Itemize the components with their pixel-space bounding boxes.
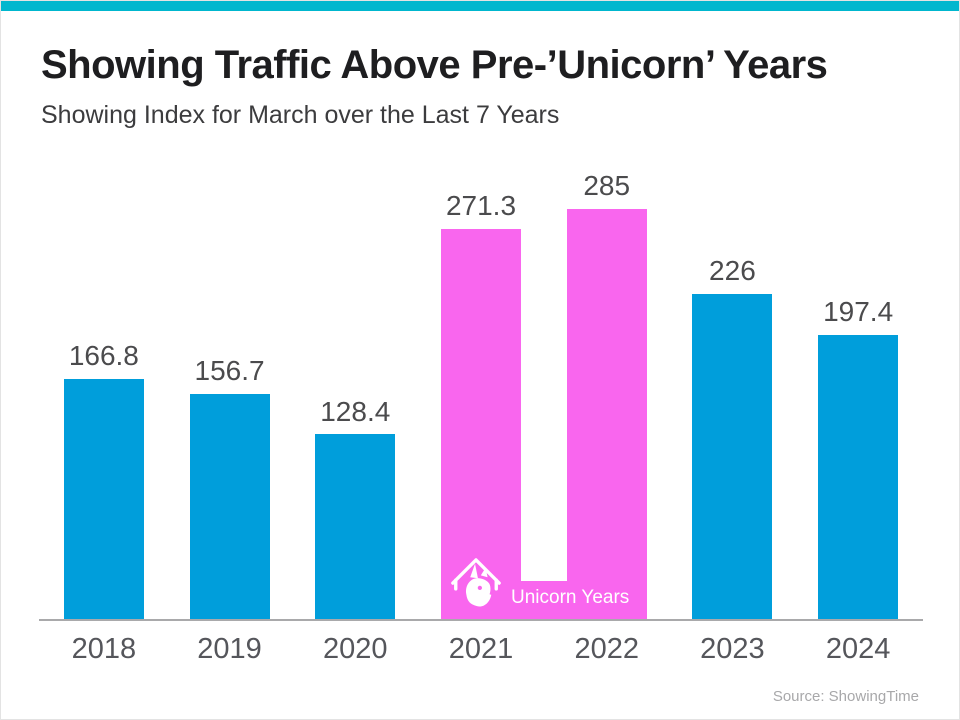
source-credit: Source: ShowingTime	[772, 688, 919, 705]
bar-column-2020: 128.4	[292, 395, 418, 619]
bar-value-label-2021: 271.3	[445, 189, 517, 221]
top-accent-bar	[1, 1, 959, 11]
bar-value-label-2019: 156.7	[194, 354, 265, 386]
bar-2018	[63, 379, 144, 619]
bar-2019	[189, 393, 270, 619]
x-axis-label-2023: 2023	[700, 633, 765, 665]
bar-column-2019: 156.7	[167, 354, 293, 619]
bar-value-label-2022: 285	[583, 170, 631, 202]
unicorn-years-band: Unicorn Years	[441, 558, 647, 619]
x-axis-label-2021: 2021	[448, 633, 514, 665]
bar-column-2024: 197.4	[795, 296, 921, 619]
x-axis-label-2019: 2019	[197, 633, 262, 665]
bar-2024	[818, 335, 899, 619]
bar-2021	[440, 228, 521, 619]
bar-value-label-2020: 128.4	[320, 395, 391, 427]
unicorn-years-label: Unicorn Years	[511, 587, 630, 608]
unicorn-house-icon	[451, 558, 501, 607]
x-axis-line	[39, 619, 923, 621]
x-axis-label-2024: 2024	[825, 633, 891, 665]
bar-2020	[315, 434, 396, 619]
bar-value-label-2024: 197.4	[823, 296, 894, 328]
page-title: Showing Traffic Above Pre-’Unicorn’ Year…	[41, 43, 828, 87]
bar-2023	[692, 293, 773, 619]
x-axis-label-2018: 2018	[71, 633, 137, 665]
page-subtitle: Showing Index for March over the Last 7 …	[41, 101, 560, 129]
x-axis-label-2022: 2022	[574, 633, 639, 665]
bar-column-2018: 166.8	[41, 340, 167, 619]
bar-column-2023: 226	[670, 255, 796, 619]
bar-column-2022: 285	[544, 170, 670, 619]
bar-column-2021: 271.3	[418, 189, 544, 619]
bar-2022	[566, 209, 647, 619]
bar-value-label-2023: 226	[709, 255, 756, 287]
x-axis-label-2020: 2020	[323, 633, 388, 665]
bar-chart: Unicorn Years 166.8 2018 156.7 2019 128.4 202…	[39, 161, 923, 665]
bar-value-label-2018: 166.8	[68, 340, 139, 372]
